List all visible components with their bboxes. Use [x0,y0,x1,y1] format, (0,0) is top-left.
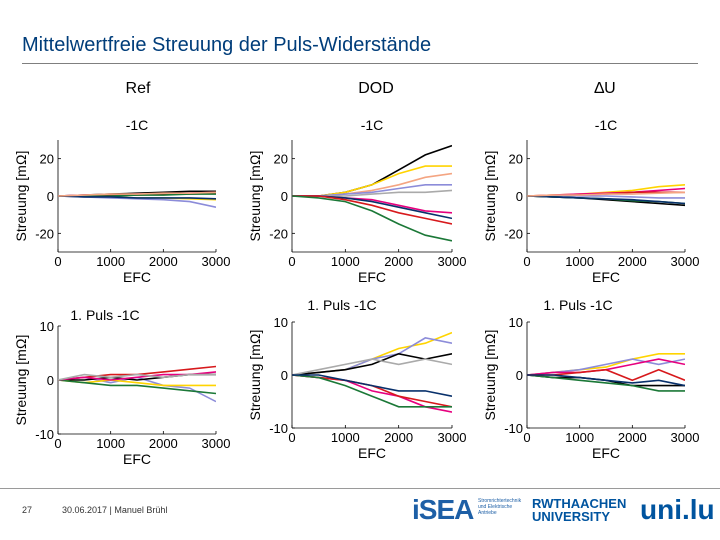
series-line-4 [292,358,452,376]
series-line-9 [292,195,452,242]
x-axis-label: EFC [123,451,151,467]
series-line-6 [58,193,216,197]
y-tick-label: 10 [40,319,54,334]
y-axis-label: Streuung [mΩ] [247,151,263,242]
x-tick-label: 3000 [202,254,231,269]
y-tick-label: 10 [274,315,288,330]
y-tick-label: -20 [35,226,54,241]
y-tick-label: 20 [40,152,54,167]
y-tick-label: -10 [35,427,54,442]
series-line-8 [292,374,452,397]
x-tick-label: 2000 [149,436,178,451]
panel-title: -1C [126,117,149,133]
column-header-dod: DOD [358,80,394,97]
chart-ref-1puls: 1. Puls -1C0 1000 2000 3000100-10EFCStreuun… [13,307,230,467]
chart-dod-1puls: 1. Puls -1C0 1000 2000 3000100-10EFCStreuun… [247,297,466,461]
x-tick-label: 3000 [202,436,231,451]
y-tick-label: 0 [281,368,288,383]
x-tick-label: 1000 [565,254,594,269]
x-tick-label: 1000 [96,254,125,269]
y-tick-label: 0 [281,189,288,204]
y-axis-label: Streuung [mΩ] [13,151,29,242]
series-line-7 [58,373,216,381]
y-tick-label: 10 [509,315,523,330]
series-line-7 [527,374,685,387]
title-divider [22,63,698,64]
x-tick-label: 2000 [384,430,413,445]
column-header-ref: Ref [125,80,151,97]
panel-title: -1C [595,117,618,133]
panel-title: -1C [361,117,384,133]
y-tick-label: -10 [269,421,288,436]
rwth-logo-text: RWTHAACHEN UNIVERSITY [532,496,627,524]
y-tick-label: 0 [516,368,523,383]
x-tick-label: 1000 [96,436,125,451]
x-tick-label: 0 [523,254,530,269]
rwth-logo: RWTHAACHEN UNIVERSITY [532,497,637,523]
y-tick-label: -20 [269,226,288,241]
panel-title: 1. Puls -1C [543,297,612,313]
y-tick-label: 0 [47,189,54,204]
series-line-5 [292,189,452,197]
chart-du-1puls: 1. Puls -1C0 1000 2000 3000100-10EFCStreuun… [482,297,699,461]
x-tick-label: 3000 [438,254,467,269]
x-tick-label: 2000 [618,430,647,445]
y-tick-label: -20 [504,226,523,241]
y-tick-label: 20 [509,152,523,167]
series-line-1 [58,376,216,403]
series-line-5 [58,379,216,395]
x-tick-label: 2000 [618,254,647,269]
series-line-8 [58,191,216,197]
y-tick-label: 0 [516,189,523,204]
series-line-7 [527,195,685,205]
x-tick-label: 3000 [671,430,700,445]
y-tick-label: -10 [504,421,523,436]
x-axis-label: EFC [592,269,620,285]
footer-date-author: 30.06.2017 | Manuel Brühl [62,505,168,515]
x-axis-label: EFC [592,445,620,461]
x-axis-label: EFC [123,269,151,285]
x-tick-label: 3000 [671,254,700,269]
x-tick-label: 1000 [331,430,360,445]
series-line-7 [58,195,216,200]
x-axis-label: EFC [358,445,386,461]
x-axis-label: EFC [358,269,386,285]
x-tick-label: 2000 [384,254,413,269]
y-axis-label: Streuung [mΩ] [482,330,498,421]
series-line-8 [527,191,685,197]
x-tick-label: 3000 [438,430,467,445]
x-tick-label: 1000 [331,254,360,269]
y-axis-label: Streuung [mΩ] [247,330,263,421]
isea-logo-subtitle: Stromrichtertechnik und Elektrische Antr… [478,498,522,516]
footer-divider [0,488,720,489]
isea-logo: iSEA [412,494,474,525]
column-header-du: ∆U [594,80,616,97]
page-number: 27 [22,505,33,515]
panel-title: 1. Puls -1C [70,307,139,323]
page-title: Mittelwertfreie Streuung der Puls-Widers… [22,34,432,56]
panel-title: 1. Puls -1C [307,297,376,313]
series-line-8 [292,195,452,225]
y-axis-label: Streuung [mΩ] [482,151,498,242]
series-line-4 [527,195,685,199]
x-tick-label: 0 [54,436,61,451]
x-tick-label: 0 [288,254,295,269]
series-line-3 [292,352,452,376]
x-tick-label: 0 [54,254,61,269]
series-line-1 [292,144,452,197]
series-line-7 [292,374,452,408]
x-tick-label: 0 [523,430,530,445]
x-tick-label: 2000 [149,254,178,269]
y-axis-label: Streuung [mΩ] [13,335,29,426]
x-tick-label: 1000 [565,430,594,445]
y-tick-label: 20 [274,152,288,167]
series-line-5 [527,374,685,392]
uni-lu-logo: uni.lu [640,494,715,525]
x-tick-label: 0 [288,430,295,445]
y-tick-label: 0 [47,373,54,388]
